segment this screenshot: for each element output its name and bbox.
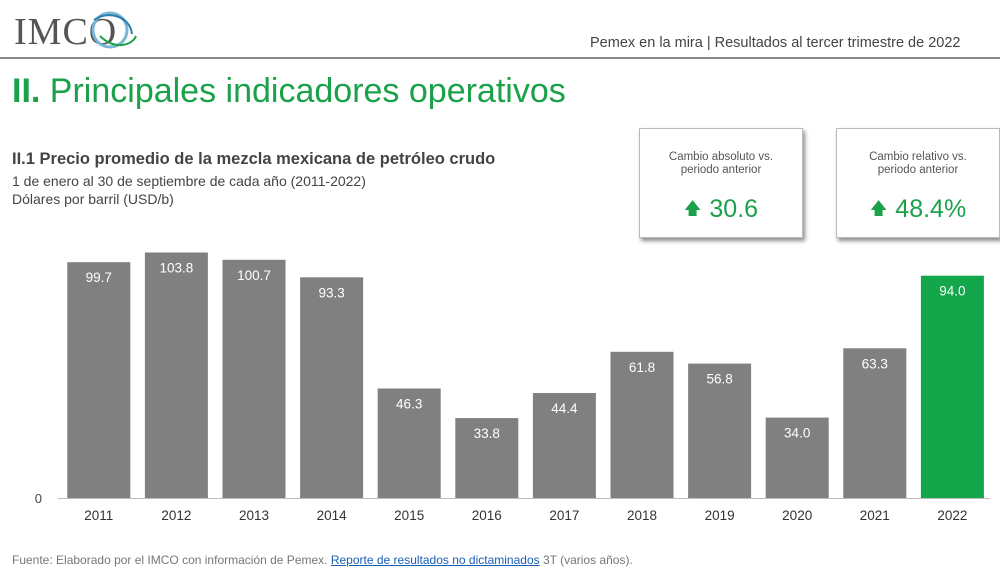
x-tick-label-2012: 2012 (161, 508, 191, 523)
data-label-2014: 93.3 (318, 285, 344, 300)
x-tick-label-2020: 2020 (782, 508, 812, 523)
y-tick-label: 0 (35, 491, 42, 506)
x-tick-label-2018: 2018 (627, 508, 657, 523)
bar-2020 (765, 417, 829, 498)
source-link[interactable]: Reporte de resultados no dictaminados (330, 553, 540, 567)
data-label-2021: 63.3 (862, 356, 888, 371)
report-title: Pemex en la mira | Resultados al tercer … (590, 35, 961, 51)
data-label-2017: 44.4 (551, 401, 578, 416)
source-note: Fuente: Elaborado por el IMCO con inform… (12, 553, 633, 567)
section-title-text: Principales indicadores operativos (49, 72, 566, 110)
x-tick-label-2017: 2017 (549, 508, 579, 523)
card-value: 48.4% (895, 195, 967, 223)
arrow-up-icon: 🡅 (869, 199, 888, 218)
card-value-row: 🡅 48.4% (837, 195, 999, 225)
x-tick-label-2022: 2022 (937, 508, 967, 523)
chart-subtitle-units: Dólares por barril (USD/b) (12, 191, 174, 207)
bar-2012 (144, 252, 208, 498)
section-number: II. (12, 72, 41, 110)
header-divider (0, 57, 1000, 59)
x-tick-label-2019: 2019 (705, 508, 735, 523)
logo-swirl-icon (91, 11, 137, 49)
x-tick-label-2013: 2013 (239, 508, 269, 523)
source-suffix: 3T (varios años). (539, 553, 633, 567)
data-label-2016: 33.8 (474, 426, 500, 441)
source-prefix: Fuente: Elaborado por el IMCO con inform… (12, 553, 331, 567)
data-label-2015: 46.3 (396, 397, 422, 412)
x-tick-label-2021: 2021 (860, 508, 890, 523)
bar-2013 (222, 259, 286, 498)
x-tick-label-2014: 2014 (317, 508, 348, 523)
bar-2011 (67, 262, 131, 498)
data-label-2022: 94.0 (939, 284, 965, 299)
bar-2017 (532, 393, 596, 498)
bar-2014 (300, 277, 364, 498)
bar-2018 (610, 351, 674, 498)
card-absolute-change: Cambio absoluto vs. periodo anterior 🡅 30… (639, 128, 803, 238)
bar-chart: 0 99.7 2011 103.8 2012 100.7 2013 93.3 2014 46.3 2… (35, 252, 990, 523)
chart-title: II.1 Precio promedio de la mezcla mexica… (12, 150, 496, 168)
card-value-row: 🡅 30.6 (640, 195, 802, 225)
x-tick-label-2011: 2011 (84, 508, 113, 523)
card-relative-change: Cambio relativo vs. periodo anterior 🡅 48… (836, 128, 1000, 238)
x-tick-label-2016: 2016 (472, 508, 502, 523)
data-label-2019: 56.8 (706, 372, 732, 387)
data-label-2013: 100.7 (237, 268, 271, 283)
data-label-2012: 103.8 (160, 261, 194, 276)
bar-2021 (843, 348, 907, 498)
data-label-2011: 99.7 (86, 270, 112, 285)
x-tick-label-2015: 2015 (394, 508, 424, 523)
card-label: Cambio relativo vs. periodo anterior (869, 151, 967, 176)
bar-2016 (455, 418, 519, 498)
data-label-2020: 34.0 (784, 426, 810, 441)
arrow-up-icon: 🡅 (683, 199, 702, 218)
data-label-2018: 61.8 (629, 360, 655, 375)
bar-2019 (688, 363, 752, 498)
section-heading: II. Principales indicadores operativos (12, 72, 566, 111)
imco-logo: IMCO (14, 6, 137, 53)
chart-subtitle-dates: 1 de enero al 30 de septiembre de cada a… (12, 173, 366, 189)
card-label: Cambio absoluto vs. periodo anterior (668, 151, 774, 176)
bar-2022 (920, 275, 984, 498)
card-value: 30.6 (709, 195, 759, 223)
bar-2015 (377, 388, 441, 498)
